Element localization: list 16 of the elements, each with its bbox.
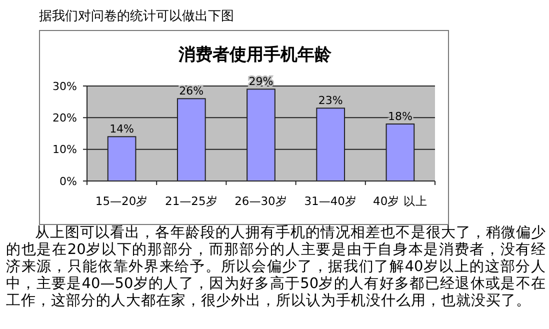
x-tick-label: 15—20岁 [95,194,148,208]
text: 从上图可以看出，各年龄段的人拥有手机的情况相差也不是很大了，稍微偏少的也是在20岁以下的那部分，而那部分的人主要是由于自身本是消费者，没有经济来源，只能依靠外界来给予。所以会偏少了，据我们了解40岁以上的这部分人中，主要是40—50岁的人了，因为好多高于50岁的人有好多都已经退休或是不在工作，这部分的人大都在家，很少外出，所以认为手机没什么用，也就没买了。 [6,225,546,310]
x-tick-label: 40岁 以上 [373,194,428,208]
x-tick-label: 26—30岁 [234,194,288,208]
y-tick-label: 0% [60,174,77,188]
data-label: 29% [248,75,274,88]
data-label: 26% [179,84,204,98]
chart-subtitle: 据我们对问卷的统计可以做出下图 [39,9,234,24]
x-tick-label: 21—25岁 [165,194,218,208]
x-tick-label: 31—40岁 [304,194,357,208]
data-label: 14% [110,122,134,136]
y-tick-label: 20% [52,112,77,125]
y-tick-label: 30% [52,80,77,93]
y-tick-label: 10% [52,143,77,156]
chart-title: 消费者使用手机年龄 [178,45,332,65]
data-label: 23% [318,94,343,108]
